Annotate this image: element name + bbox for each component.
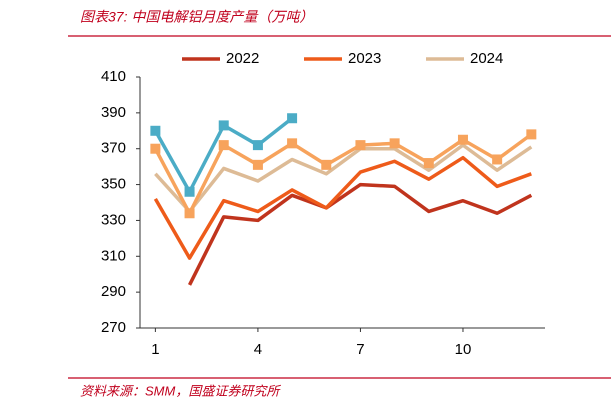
marker <box>526 129 537 140</box>
marker <box>252 159 263 170</box>
legend-label: 2022 <box>226 50 259 67</box>
marker <box>150 125 161 136</box>
y-tick-label: 370 <box>101 140 126 157</box>
marker <box>150 143 161 154</box>
marker <box>389 138 400 149</box>
y-tick-label: 290 <box>101 283 126 300</box>
legend-label: 2023 <box>348 50 381 67</box>
marker <box>184 208 195 219</box>
x-tick-label: 7 <box>356 341 364 358</box>
legend-label: 2024 <box>470 50 503 67</box>
marker <box>355 140 366 151</box>
series-line <box>153 155 532 260</box>
x-tick-label: 4 <box>254 341 262 358</box>
x-tick-label: 10 <box>455 341 472 358</box>
marker <box>287 138 298 149</box>
marker <box>184 186 195 197</box>
x-tick-label: 1 <box>151 341 159 358</box>
marker <box>457 134 468 145</box>
y-tick-label: 270 <box>101 319 126 336</box>
marker <box>218 140 229 151</box>
chart-title: 图表37: 中国电解铝月度产量（万吨） <box>80 9 313 25</box>
y-tick-label: 390 <box>101 104 126 121</box>
source-note: 资料来源：SMM，国盛证券研究所 <box>80 383 281 398</box>
marker <box>218 120 229 131</box>
y-tick-label: 410 <box>101 68 126 85</box>
y-tick-label: 330 <box>101 211 126 228</box>
y-tick-label: 310 <box>101 247 126 264</box>
marker <box>287 113 298 124</box>
marker <box>492 154 503 165</box>
series-line <box>187 182 533 286</box>
marker <box>252 140 263 151</box>
marker <box>321 159 332 170</box>
series-line <box>154 143 533 214</box>
marker <box>423 158 434 169</box>
series-line <box>153 132 533 216</box>
y-tick-label: 350 <box>101 176 126 193</box>
